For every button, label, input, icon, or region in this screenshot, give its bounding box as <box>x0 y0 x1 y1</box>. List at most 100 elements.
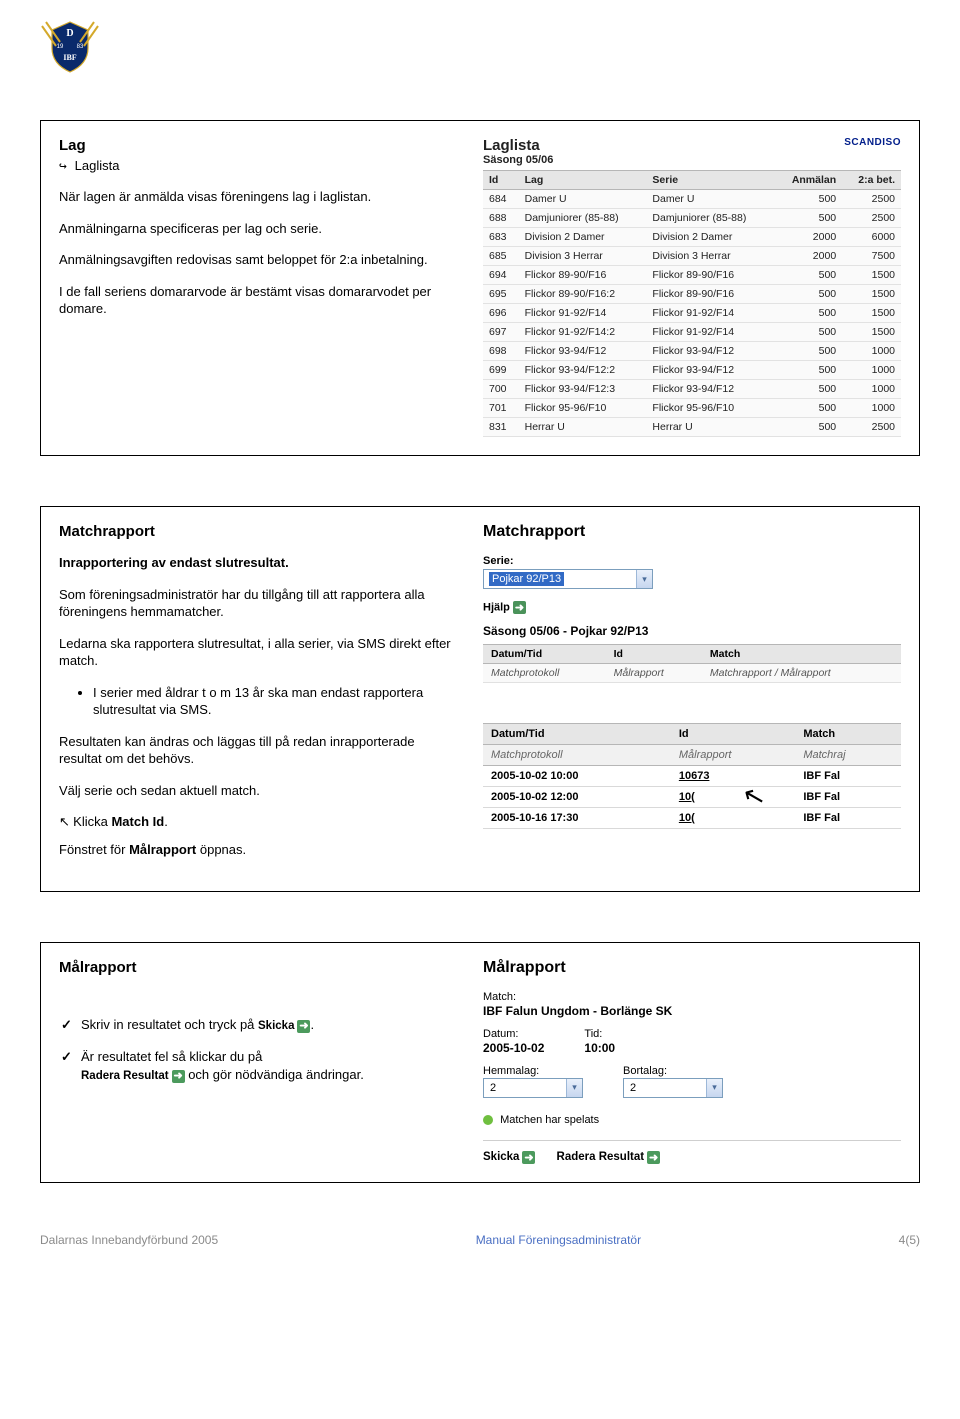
match-status: Matchen har spelats <box>483 1114 901 1126</box>
mal-heading: Målrapport <box>59 959 459 976</box>
cursor-icon: ↖ <box>59 814 73 829</box>
match-id-link[interactable]: 10( <box>679 791 695 803</box>
match-p3: Ledarna ska rapportera slutresultat, i a… <box>59 635 459 670</box>
svg-text:83: 83 <box>77 44 84 50</box>
table-header: Id <box>483 171 519 190</box>
table-row[interactable]: 700Flickor 93-94/F12:3Flickor 93-94/F125… <box>483 380 901 399</box>
mal-check2: Är resultatet fel så klickar du på Rader… <box>81 1048 459 1084</box>
datum-label: Datum: <box>483 1028 544 1040</box>
table-row[interactable]: 2005-10-02 12:0010(IBF Fal <box>483 787 901 808</box>
lag-p3: Anmälningsavgiften redovisas samt belopp… <box>59 251 459 269</box>
table-row[interactable]: 831Herrar UHerrar U5002500 <box>483 418 901 437</box>
hemma-label: Hemmalag: <box>483 1065 583 1077</box>
tid-value: 10:00 <box>584 1041 615 1055</box>
chevron-down-icon[interactable]: ▾ <box>636 570 652 588</box>
footer-right: 4(5) <box>899 1233 920 1247</box>
table-row[interactable]: 2005-10-16 17:3010(IBF Fal <box>483 808 901 829</box>
footer-middle: Manual Föreningsadministratör <box>476 1233 641 1247</box>
table-row[interactable]: 701Flickor 95-96/F10Flickor 95-96/F10500… <box>483 399 901 418</box>
serie-dropdown[interactable]: Pojkar 92/P13 ▾ <box>483 569 653 589</box>
table-header: Anmälan <box>774 171 842 190</box>
section-matchrapport: Matchrapport Inrapportering av endast sl… <box>40 506 920 892</box>
match-click: ↖ Klicka Match Id. <box>59 813 459 831</box>
laglista-nav: ↪ Laglista <box>59 158 459 174</box>
table-row[interactable]: 698Flickor 93-94/F12Flickor 93-94/F12500… <box>483 342 901 361</box>
season-label: Säsong 05/06 <box>483 154 901 166</box>
borta-label: Bortalag: <box>623 1065 723 1077</box>
table-row[interactable]: 696Flickor 91-92/F14Flickor 91-92/F14500… <box>483 304 901 323</box>
club-logo: D 19 83 IBF <box>40 20 100 75</box>
status-dot-icon <box>483 1115 493 1125</box>
match-id-link[interactable]: 10( <box>679 812 695 824</box>
panel-title-mal: Målrapport <box>483 959 901 977</box>
arrow-icon: ➜ <box>522 1151 535 1164</box>
table-header: Id <box>671 724 796 745</box>
match-id-link[interactable]: 10673 <box>679 770 710 782</box>
laglista-figure: Laglista SCANDISO Säsong 05/06 IdLagSeri… <box>483 137 901 437</box>
match-p2: Som föreningsadministratör har du tillgå… <box>59 586 459 621</box>
page-footer: Dalarnas Innebandyförbund 2005 Manual Fö… <box>40 1233 920 1247</box>
table-row[interactable]: 695Flickor 89-90/F16:2Flickor 89-90/F165… <box>483 285 901 304</box>
hemma-value: 2 <box>490 1082 496 1094</box>
arrow-icon: ➜ <box>172 1070 185 1083</box>
help-link[interactable]: Hjälp ➜ <box>483 601 901 614</box>
table-header: Datum/Tid <box>483 724 671 745</box>
table-row[interactable]: 685Division 3 HerrarDivision 3 Herrar200… <box>483 247 901 266</box>
match-p6: Fönstret för Målrapport öppnas. <box>59 841 459 859</box>
matchrapport-panel-bottom: Datum/TidIdMatch MatchprotokollMålrappor… <box>483 723 901 829</box>
serie-label: Serie: <box>483 555 901 567</box>
svg-text:IBF: IBF <box>63 53 76 62</box>
radera-button-inline[interactable]: Radera Resultat➜ <box>81 1069 185 1085</box>
serie-selected: Pojkar 92/P13 <box>489 572 564 586</box>
scandiso-brand: SCANDISO <box>844 137 901 148</box>
match-p1: Inrapportering av endast slutresultat. <box>59 554 459 572</box>
malrapport-panel: Målrapport Match: IBF Falun Ungdom - Bor… <box>483 959 901 1164</box>
table-row[interactable]: 694Flickor 89-90/F16Flickor 89-90/F16500… <box>483 266 901 285</box>
table-row[interactable]: 2005-10-02 10:0010673IBF Fal <box>483 766 901 787</box>
table-header: Serie <box>646 171 774 190</box>
laglista-table: IdLagSerieAnmälan2:a bet. 684Damer UDame… <box>483 170 901 437</box>
borta-value: 2 <box>630 1082 636 1094</box>
tid-label: Tid: <box>584 1028 615 1040</box>
table-row[interactable]: 683Division 2 DamerDivision 2 Damer20006… <box>483 228 901 247</box>
footer-left: Dalarnas Innebandyförbund 2005 <box>40 1233 218 1247</box>
table-row[interactable]: 697Flickor 91-92/F14:2Flickor 91-92/F145… <box>483 323 901 342</box>
season-serie: Säsong 05/06 - Pojkar 92/P13 <box>483 624 901 638</box>
table-header: Datum/Tid <box>483 645 606 664</box>
skicka-button-inline[interactable]: Skicka➜ <box>258 1019 310 1035</box>
section-malrapport: Målrapport Skriv in resultatet och tryck… <box>40 942 920 1183</box>
borta-select[interactable]: 2 ▾ <box>623 1078 723 1098</box>
match-bullet1: I serier med åldrar t o m 13 år ska man … <box>93 684 459 719</box>
match-p4: Resultaten kan ändras och läggas till på… <box>59 733 459 768</box>
table-row[interactable]: 688Damjuniorer (85-88)Damjuniorer (85-88… <box>483 209 901 228</box>
match-p5: Välj serie och sedan aktuell match. <box>59 782 459 800</box>
arrow-icon: ➜ <box>297 1020 310 1033</box>
table-header: Lag <box>519 171 647 190</box>
match-table-header: Datum/TidIdMatch MatchprotokollMålrappor… <box>483 644 901 683</box>
table-header: 2:a bet. <box>842 171 901 190</box>
svg-text:D: D <box>66 28 73 39</box>
lag-p1: När lagen är anmälda visas föreningens l… <box>59 188 459 206</box>
svg-text:19: 19 <box>57 44 64 50</box>
laglista-title: Laglista <box>483 137 540 154</box>
table-header: Match <box>702 645 901 664</box>
match-label: Match: <box>483 991 901 1003</box>
skicka-button[interactable]: Skicka ➜ <box>483 1151 535 1164</box>
hemma-select[interactable]: 2 ▾ <box>483 1078 583 1098</box>
arrow-icon: ➜ <box>647 1151 660 1164</box>
datum-value: 2005-10-02 <box>483 1041 544 1055</box>
lag-heading: Lag <box>59 137 459 154</box>
table-header: Id <box>606 645 702 664</box>
chevron-down-icon[interactable]: ▾ <box>566 1079 582 1097</box>
chevron-down-icon[interactable]: ▾ <box>706 1079 722 1097</box>
table-row[interactable]: 699Flickor 93-94/F12:2Flickor 93-94/F125… <box>483 361 901 380</box>
section-lag: Lag ↪ Laglista När lagen är anmälda visa… <box>40 120 920 456</box>
match-value: IBF Falun Ungdom - Borlänge SK <box>483 1004 901 1018</box>
plus-icon: ➜ <box>513 601 526 614</box>
lag-p2: Anmälningarna specificeras per lag och s… <box>59 220 459 238</box>
table-row[interactable]: 684Damer UDamer U5002500 <box>483 190 901 209</box>
matchrapport-panel-top: Matchrapport Serie: Pojkar 92/P13 ▾ Hjäl… <box>483 523 901 683</box>
panel-title-match: Matchrapport <box>483 523 901 541</box>
match-heading: Matchrapport <box>59 523 459 540</box>
radera-button[interactable]: Radera Resultat ➜ <box>557 1151 661 1164</box>
